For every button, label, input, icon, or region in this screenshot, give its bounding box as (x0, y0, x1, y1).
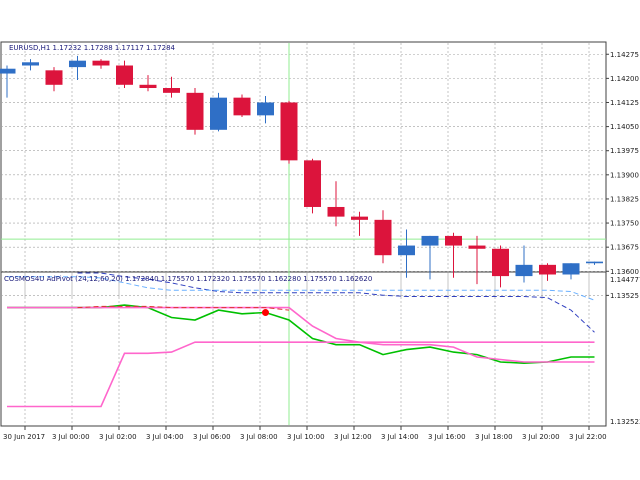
candle-bearish (186, 92, 204, 130)
y-tick-label: 1.13975 (610, 147, 639, 155)
candle-bullish (210, 97, 227, 130)
candle-bullish (398, 245, 415, 256)
candle-bearish (468, 245, 486, 249)
candle-bearish (327, 206, 345, 217)
candle-bearish (92, 60, 110, 66)
candle-bearish (492, 248, 509, 277)
candle-bearish (233, 97, 251, 116)
indicator-panel-frame (0, 271, 607, 427)
candle-bearish (374, 219, 392, 256)
y-tick-label: 1.14200 (610, 75, 639, 83)
main-panel-frame (0, 41, 607, 299)
candle-bullish (586, 261, 603, 264)
x-tick-label: 3 Jul 00:00 (52, 433, 90, 441)
candle-bullish (0, 68, 16, 74)
candle-bearish (45, 70, 63, 85)
y-tick-label: 1.13675 (610, 244, 639, 252)
signal-marker (262, 309, 269, 317)
x-tick-label: 3 Jul 22:00 (569, 433, 607, 441)
indicator-line (7, 306, 595, 363)
x-tick-label: 30 Jun 2017 (3, 433, 45, 441)
candle-bullish (562, 263, 580, 275)
x-tick-label: 3 Jul 10:00 (287, 433, 325, 441)
indicator-line (77, 305, 290, 311)
indicator-line (7, 341, 595, 408)
candle-bullish (421, 235, 439, 246)
indicator-line (7, 276, 595, 301)
candle-bullish (22, 62, 39, 66)
candle-bearish (539, 264, 556, 275)
candle-bearish (280, 102, 298, 161)
y-axis-labels: 1.14275 1.14200 1.14125 1.14050 1.13975 1.139… (606, 51, 640, 426)
y-tick-label: 1.14050 (610, 123, 639, 131)
grid (1, 43, 606, 425)
candle-bearish (163, 88, 180, 93)
y-tick-label: 1.13600 (610, 268, 639, 276)
x-tick-label: 3 Jul 06:00 (193, 433, 231, 441)
candle-bullish (515, 264, 533, 277)
candle-bullish (257, 102, 274, 116)
indicator-line (77, 272, 595, 333)
x-tick-label: 3 Jul 02:00 (99, 433, 137, 441)
candle-bearish (116, 65, 133, 85)
y-tick-label: 1.14125 (610, 99, 639, 107)
indicator-lines (7, 272, 595, 408)
x-tick-label: 3 Jul 18:00 (475, 433, 513, 441)
x-tick-label: 3 Jul 12:00 (334, 433, 372, 441)
candle-bearish (139, 84, 157, 89)
candle-bearish (351, 216, 368, 220)
candle-bearish (304, 160, 321, 207)
candle-bullish (69, 60, 86, 68)
y-tick-label: 1.14275 (610, 51, 639, 59)
x-tick-label: 3 Jul 14:00 (381, 433, 419, 441)
x-tick-label: 3 Jul 04:00 (146, 433, 184, 441)
candle-bearish (445, 235, 462, 246)
x-axis-labels: 30 Jun 2017 3 Jul 00:00 3 Jul 02:00 3 Jul 0… (3, 426, 607, 441)
y-tick-label: 1.13900 (610, 171, 639, 179)
y-tick-label: 1.144777 (610, 276, 640, 284)
y-tick-label: 1.13525 (610, 292, 639, 300)
x-tick-label: 3 Jul 08:00 (240, 433, 278, 441)
x-tick-label: 3 Jul 16:00 (428, 433, 466, 441)
x-tick-label: 3 Jul 20:00 (522, 433, 560, 441)
y-tick-label: 1.13750 (610, 220, 639, 228)
y-tick-label: 1.13825 (610, 195, 639, 203)
indicator-panel-title: COSMOS4U AdPivot (24,12,60,20) 1.172840 … (4, 275, 372, 283)
candles (0, 55, 603, 288)
main-panel-title: EURUSD,H1 1.17232 1.17288 1.17117 1.1728… (9, 44, 176, 52)
